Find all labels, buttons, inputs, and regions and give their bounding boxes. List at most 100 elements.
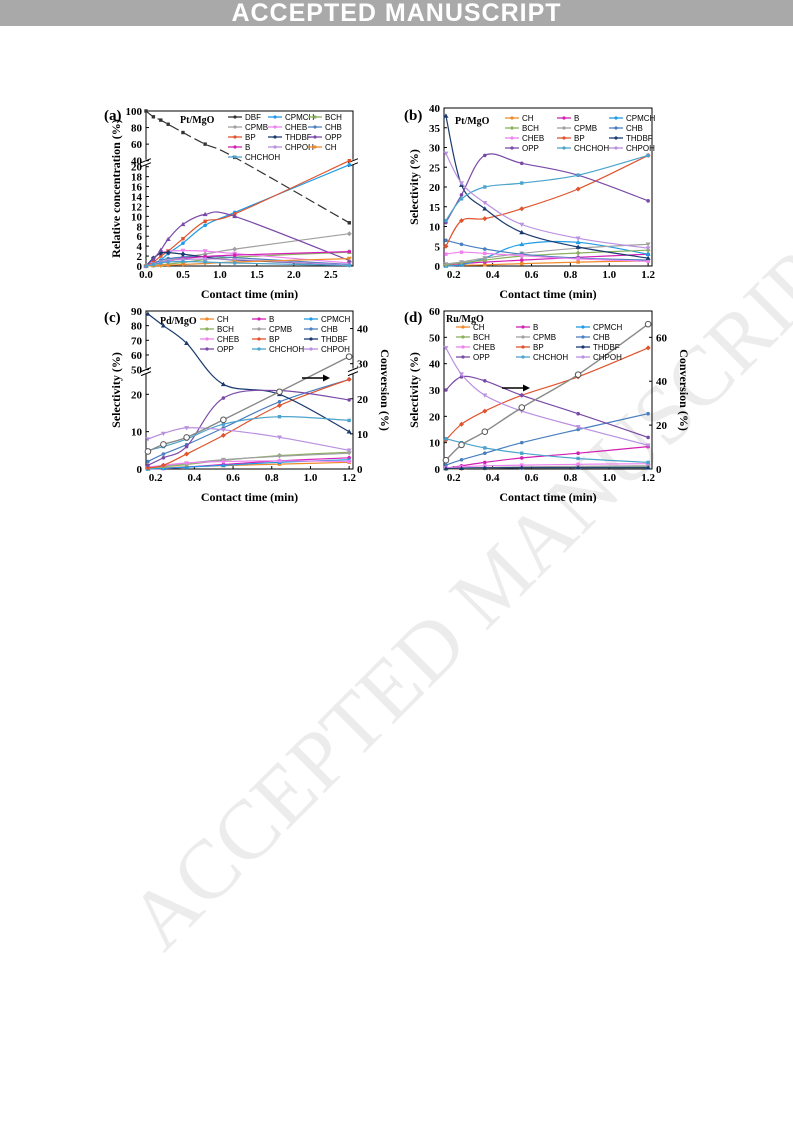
panel-a-series-ch-point: [158, 263, 164, 269]
panel-c-series-bp-point: [220, 432, 226, 438]
panel-d-series-opp-line: [445, 375, 649, 438]
panel-d-legend-label: BCH: [473, 333, 490, 342]
panel-b-xtick-label: 0.4: [486, 269, 500, 281]
panel-a-series-dbf-point: [151, 115, 156, 119]
panel-b-series-cpmb-point: [645, 242, 651, 247]
panel-a-legend-label: THDBF: [285, 133, 312, 142]
panel-a-series-opp-point: [165, 236, 171, 241]
panel-a-legend-marker: [313, 115, 317, 119]
panel-d-legend-marker: [521, 325, 525, 329]
panel-b-legend-label: BCH: [522, 124, 539, 133]
panel-c-series-ch-point: [277, 462, 282, 466]
panel-c-legend-label: B: [269, 315, 274, 324]
panel-b-series-opp-line: [445, 153, 649, 223]
panel-b-series-bp-point: [443, 243, 449, 249]
panel-a-legend-label: BCH: [325, 113, 342, 122]
panel-b-series-opp-point: [459, 193, 464, 197]
panel-c-series-opp-point: [347, 398, 351, 402]
panel-a-series-b-point: [347, 249, 352, 254]
panel-a-series-dbf-line: [145, 110, 350, 224]
panel-d-series-chpoh-point: [482, 393, 488, 398]
panel-a-legend-marker: [233, 125, 237, 129]
panel-a-legend-label: OPP: [325, 133, 342, 142]
panel-c-series-conversion-point: [144, 448, 152, 455]
panel-a-ytick-label: 18: [131, 172, 143, 184]
panel-c-ytick-label: 10: [131, 427, 143, 439]
panel-d-series-cheb-point: [520, 463, 524, 467]
panel-b-series-chb-point: [483, 247, 487, 251]
panel-a-series-dbf-point: [159, 118, 163, 122]
panel-a-ytick-label: 80: [131, 123, 143, 135]
panel-c-legend-marker: [309, 327, 313, 331]
panel-a-series-bp-point: [159, 254, 163, 258]
panel-b-series-cpmch-point: [575, 239, 581, 245]
panel-a-legend-marker: [313, 145, 317, 149]
panel-b-series-bp-point: [519, 206, 525, 212]
panel-c-conversion-arrowhead: [323, 374, 330, 382]
panel-b-xtick-label: 0.2: [447, 269, 461, 281]
panel-d-legend-marker: [581, 325, 585, 329]
panel-b-series-cpmb-point: [458, 260, 464, 265]
panel-d-legend-marker: [581, 345, 585, 349]
panel-d-xtick-label: 1.2: [641, 472, 655, 484]
panel-c-ytick-label: 80: [131, 321, 143, 333]
panel-d-legend-label: CHCHOH: [533, 353, 568, 362]
panel-c-series-conversion-point: [276, 388, 283, 396]
panel-c-legend-marker: [205, 327, 209, 331]
panel-d-series-opp-point: [444, 388, 448, 392]
panel-d-xtick-label: 0.8: [563, 472, 577, 484]
panel-a-series-chpoh-point: [203, 257, 207, 261]
panel-a-series-dbf-point: [347, 221, 352, 225]
panel-c-series-chb-point: [161, 452, 166, 456]
panel-c-series-cheb-point: [277, 459, 282, 463]
panel-d-xtick-label: 0.4: [486, 472, 500, 484]
panel-b-series-chchoh-point: [520, 181, 524, 185]
panel-b-series-chpoh-point: [575, 236, 581, 241]
panel-c-series-chpoh-line: [147, 427, 350, 451]
panel-b-series-thdbf-line: [445, 115, 649, 259]
panel-a-series-cpmb-point: [232, 246, 238, 252]
panel-a-x-label: Contact time (min): [201, 287, 298, 301]
panel-c-frame: [145, 310, 354, 470]
panel-b-series-chpoh-point: [443, 151, 449, 156]
panel-a-legend-marker: [273, 145, 277, 149]
panel-b-series-opp-point: [646, 199, 650, 203]
panel-c-legend-marker: [309, 337, 313, 341]
panel-b-series-chpoh-point: [519, 222, 525, 228]
panel-a-xtick-label: 2.5: [324, 269, 338, 281]
panel-c-series-conversion-point: [160, 441, 167, 448]
panel-a-break-mask-1: [349, 159, 357, 165]
panel-c-series-bp-point: [145, 465, 151, 471]
panel-d-ytick-label: 0: [435, 464, 441, 476]
panel-d-series-b-point: [483, 460, 487, 465]
panel-b-ytick-label: 5: [435, 241, 441, 253]
panel-a-series-opp-point: [232, 213, 238, 219]
panel-d-y2tick-label: 0: [656, 464, 662, 476]
panel-b-series-thdbf-point: [482, 206, 488, 211]
panel-b-series-cpmch-point: [519, 241, 525, 247]
panel-a-ytick-label: 2: [137, 251, 143, 263]
panel-a-legend-label: BP: [245, 133, 256, 142]
panel-a-series-chpoh-point: [233, 257, 237, 262]
panel-b-legend-marker: [510, 146, 514, 150]
panel-c-series-cpmch-point: [220, 462, 226, 468]
panel-c-series-thdbf-line: [147, 313, 350, 433]
panel-a-series-opp-point: [158, 247, 164, 252]
panel-a-series-ch-point: [180, 262, 186, 268]
panel-b-y-label: Selectivity (%): [407, 149, 421, 225]
panel-a-legend-marker: [233, 155, 237, 159]
panel-a-series-chchoh-point: [166, 260, 170, 264]
panel-c-legend-marker: [205, 337, 209, 341]
panel-b-series-cheb-point: [459, 250, 464, 254]
panel-d-series-conversion-point: [442, 456, 450, 464]
panel-a-series-cpmch-point: [347, 163, 352, 167]
panel-c-legend-marker: [309, 347, 313, 351]
panel-d-series-thdbf-point: [458, 465, 464, 471]
panel-c-series-thdbf-point: [346, 429, 352, 434]
panel-b-legend-label: CHB: [626, 124, 643, 133]
panel-c-legend-label: OPP: [217, 345, 234, 354]
panel-d-catalyst: Ru/MgO: [446, 314, 484, 325]
panel-b-legend-marker: [614, 146, 618, 150]
panel-d-series-conversion-point: [481, 428, 489, 435]
panel-c-series-conversion-point: [183, 434, 190, 441]
